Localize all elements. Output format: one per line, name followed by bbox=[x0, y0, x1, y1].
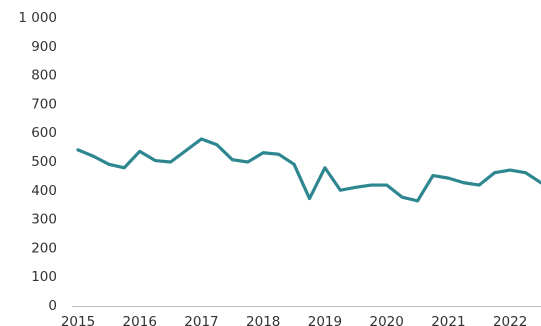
x-tick-label: 2016 bbox=[123, 314, 157, 326]
data-point bbox=[338, 188, 342, 192]
y-tick-label: 400 bbox=[31, 183, 57, 199]
data-point bbox=[230, 158, 234, 162]
y-tick-label: 200 bbox=[31, 240, 57, 256]
x-axis-tick-labels: 2015 2016 2017 2018 2019 2020 2021 2022 bbox=[61, 314, 527, 326]
data-point bbox=[246, 160, 250, 164]
data-point bbox=[416, 199, 419, 203]
data-point bbox=[462, 181, 466, 185]
data-point bbox=[215, 143, 219, 147]
data-point bbox=[493, 171, 497, 175]
y-tick-label: 700 bbox=[31, 96, 57, 112]
y-tick-label: 1 000 bbox=[18, 10, 57, 26]
data-point bbox=[308, 197, 311, 200]
data-point bbox=[323, 166, 327, 170]
y-axis-tick-labels: 0 100 200 300 400 500 600 700 800 900 1 000 bbox=[18, 10, 57, 314]
data-point bbox=[385, 183, 389, 187]
data-point bbox=[76, 148, 80, 152]
data-point bbox=[107, 162, 111, 166]
data-point bbox=[369, 183, 373, 187]
x-tick-label: 2021 bbox=[431, 314, 465, 326]
data-point bbox=[184, 149, 188, 152]
series-line bbox=[76, 137, 541, 203]
x-tick-label: 2018 bbox=[246, 314, 280, 326]
x-tick-label: 2015 bbox=[61, 314, 95, 326]
y-tick-label: 900 bbox=[31, 39, 57, 55]
data-point bbox=[400, 195, 404, 199]
data-point bbox=[447, 176, 450, 180]
data-point bbox=[200, 137, 203, 141]
series-group bbox=[76, 137, 541, 203]
data-point bbox=[477, 183, 481, 187]
data-point bbox=[122, 166, 126, 170]
x-tick-label: 2019 bbox=[308, 314, 342, 326]
y-tick-label: 100 bbox=[31, 269, 57, 285]
y-tick-label: 500 bbox=[31, 154, 57, 170]
data-point bbox=[508, 168, 512, 172]
data-point bbox=[354, 185, 358, 189]
data-point bbox=[138, 149, 142, 153]
y-tick-label: 300 bbox=[31, 212, 57, 228]
x-tick-label: 2022 bbox=[493, 314, 527, 326]
y-tick-label: 800 bbox=[31, 68, 57, 84]
x-tick-label: 2020 bbox=[369, 314, 403, 326]
data-point bbox=[261, 151, 265, 155]
x-tick-label: 2017 bbox=[184, 314, 218, 326]
data-point bbox=[92, 154, 95, 158]
data-point bbox=[524, 171, 527, 175]
y-tick-label: 600 bbox=[31, 125, 57, 141]
data-point bbox=[277, 152, 281, 156]
data-point bbox=[431, 174, 435, 177]
data-point bbox=[292, 162, 296, 166]
y-tick-label: 0 bbox=[48, 298, 57, 314]
data-point bbox=[169, 160, 173, 164]
data-point bbox=[153, 159, 157, 162]
